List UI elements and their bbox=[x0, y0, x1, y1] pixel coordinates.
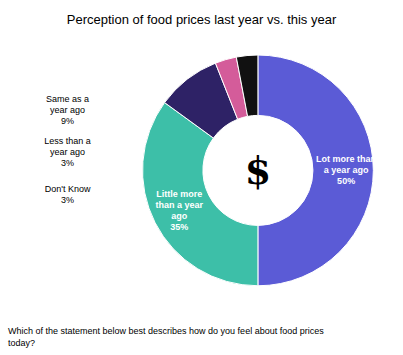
svg-text:a year ago: a year ago bbox=[324, 165, 369, 175]
svg-text:than a year: than a year bbox=[156, 200, 204, 210]
svg-text:Lot more than: Lot more than bbox=[316, 154, 376, 164]
svg-text:ago: ago bbox=[171, 211, 188, 221]
svg-text:year ago: year ago bbox=[50, 105, 85, 115]
svg-text:year ago: year ago bbox=[50, 147, 85, 157]
svg-text:Little more: Little more bbox=[156, 189, 202, 199]
svg-text:$: $ bbox=[245, 148, 271, 193]
svg-text:9%: 9% bbox=[61, 116, 74, 126]
svg-text:Which of the statement below b: Which of the statement below best descri… bbox=[8, 326, 324, 336]
svg-text:3%: 3% bbox=[61, 195, 74, 205]
svg-text:Same as a: Same as a bbox=[46, 94, 89, 104]
svg-text:Less than a: Less than a bbox=[44, 136, 91, 146]
svg-text:today?: today? bbox=[8, 338, 35, 348]
svg-text:50%: 50% bbox=[337, 176, 355, 186]
svg-text:3%: 3% bbox=[61, 158, 74, 168]
svg-text:Don't Know: Don't Know bbox=[45, 184, 91, 194]
svg-text:35%: 35% bbox=[170, 222, 188, 232]
svg-text:Perception of food prices last: Perception of food prices last year vs. … bbox=[67, 12, 337, 27]
